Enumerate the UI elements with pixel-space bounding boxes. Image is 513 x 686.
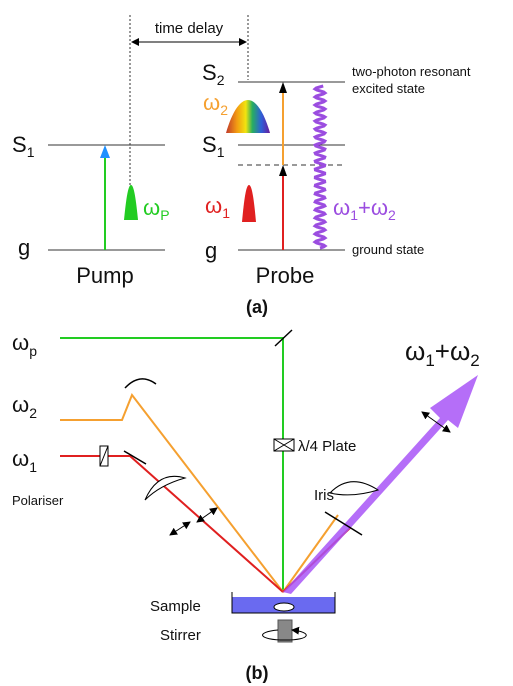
signal-label: ω1+ω2 (405, 336, 480, 370)
sample-cell (231, 592, 336, 614)
arrow-head (279, 165, 287, 176)
lens (144, 475, 187, 501)
signal-wave (312, 84, 328, 250)
broadband-pulse (226, 100, 270, 133)
signal-beam (283, 375, 478, 594)
signal-label: ω1+ω2 (333, 195, 396, 223)
polariser-label: Polariser (12, 493, 64, 508)
probe-beam-1 (60, 455, 284, 593)
pulse-label: ω2 (203, 90, 228, 118)
mirror (274, 329, 293, 347)
arrow-head (100, 145, 110, 158)
level-label: S1 (12, 132, 35, 160)
waveplate (273, 438, 295, 452)
arrow-head (279, 82, 287, 93)
state-note: two-photon resonant (352, 64, 471, 79)
pump-label: Pump (76, 263, 133, 288)
level-label: g (18, 235, 30, 260)
level-label: g (205, 238, 217, 263)
beam-label: ωp (12, 330, 37, 359)
reflected-beam (282, 514, 339, 593)
polariser (99, 445, 109, 467)
stirrer-rotation (262, 626, 307, 641)
iris (324, 511, 363, 536)
pulse-label: ωP (143, 195, 170, 223)
sample-label: Sample (150, 598, 201, 615)
polarisation (169, 521, 191, 536)
panel-a: time delay S1 g ωP Pump S2 S1 g ω2 ω1 ω1… (12, 15, 471, 317)
polarisation (196, 507, 218, 523)
pulse (242, 185, 256, 222)
state-note: ground state (352, 242, 424, 257)
probe-label: Probe (256, 263, 315, 288)
time-delay: time delay (155, 20, 224, 37)
stirrer (277, 619, 293, 643)
mirror (123, 450, 147, 465)
curved-mirror (124, 378, 157, 389)
state-note: excited state (352, 81, 425, 96)
probe-beam-2 (60, 392, 284, 593)
iris-label: Iris (314, 487, 334, 504)
level-label: S2 (202, 60, 225, 88)
stir-bar (273, 602, 295, 612)
caption: (b) (246, 663, 269, 683)
plate-label: λ/4 Plate (298, 438, 356, 455)
pump-beam (60, 337, 284, 592)
polarisation (421, 411, 451, 433)
pulse-label: ω1 (205, 193, 230, 221)
pulse (124, 185, 138, 220)
beam-label: ω1 (12, 446, 37, 475)
caption: (a) (246, 297, 268, 317)
beam-label: ω2 (12, 392, 37, 421)
lens (329, 481, 380, 496)
panel-b: ωp ω2 ω1 λ/4 Plate Polariser Iris ω1+ω2 … (12, 329, 480, 683)
level-label: S1 (202, 132, 225, 160)
stirrer-label: Stirrer (160, 627, 201, 644)
